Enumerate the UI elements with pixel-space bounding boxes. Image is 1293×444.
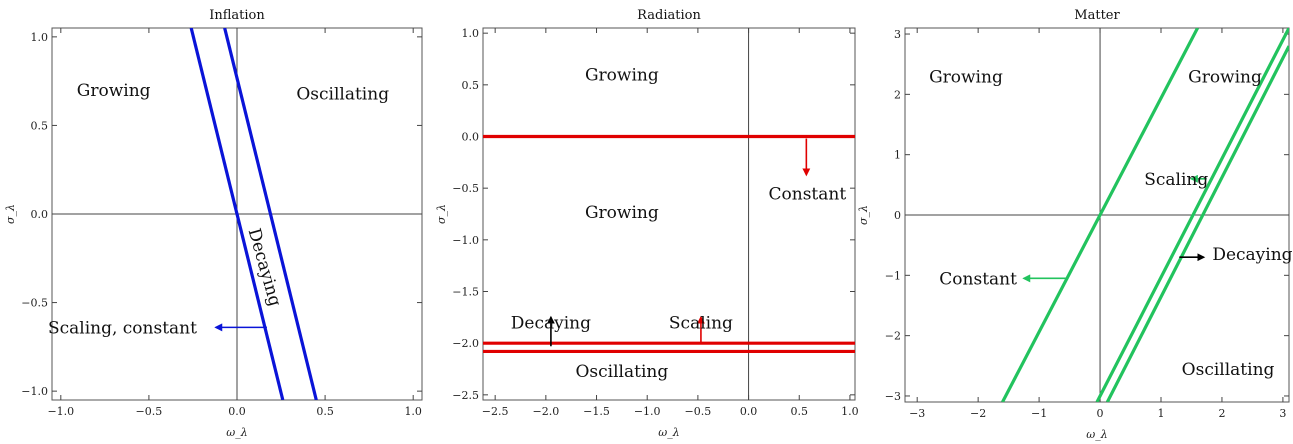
plot-frame: [482, 27, 856, 401]
region-label: Constant: [769, 184, 847, 204]
y-tick-label: 2: [894, 88, 901, 101]
y-tick-label: 0: [894, 209, 901, 222]
x-axis-label: ω_λ: [658, 426, 679, 439]
y-tick-label: 0.5: [462, 79, 480, 92]
region-label: Growing: [1188, 67, 1262, 87]
region-label: Decaying: [511, 314, 591, 334]
x-tick-label: 1.0: [404, 405, 422, 418]
chart-title: Inflation: [209, 8, 265, 23]
y-tick-label: −1.0: [21, 385, 48, 398]
x-tick-label: 0: [1097, 407, 1104, 420]
x-tick-label: −3: [909, 407, 925, 420]
region-label: Oscillating: [1182, 360, 1275, 380]
region-label: Growing: [585, 203, 659, 223]
x-tick-label: −2.0: [532, 405, 559, 418]
chart-title: Radiation: [637, 8, 701, 23]
y-tick-label: 3: [894, 28, 901, 41]
y-axis-label: σ_λ: [4, 204, 17, 224]
y-tick-label: −2.0: [452, 337, 479, 350]
x-tick-label: −1.0: [47, 405, 74, 418]
series-line-2: [223, 28, 318, 400]
x-axis-label: ω_λ: [226, 426, 247, 439]
x-tick-label: −2.5: [482, 405, 509, 418]
y-tick-label: −2: [885, 330, 901, 343]
region-label: Constant: [939, 269, 1017, 289]
y-tick-label: 0.0: [31, 208, 49, 221]
x-tick-label: 1.0: [841, 405, 859, 418]
series-line-3: [1105, 45, 1289, 402]
x-tick-label: 0.0: [228, 405, 246, 418]
series-line-1: [189, 28, 285, 400]
x-tick-label: −2: [970, 407, 986, 420]
region-label: Decaying: [1212, 245, 1292, 265]
region-label: Oscillating: [296, 85, 389, 105]
x-axis-label: ω_λ: [1086, 428, 1107, 441]
series-group: [483, 134, 855, 354]
y-tick-label: −1.5: [452, 286, 479, 299]
y-tick-label: 0.5: [31, 119, 49, 132]
x-tick-label: −1.5: [583, 405, 610, 418]
region-label: Scaling: [669, 314, 733, 334]
y-tick-label: −0.5: [452, 182, 479, 195]
y-tick-label: −1.0: [452, 234, 479, 247]
y-tick-label: 1.0: [462, 27, 480, 40]
region-label: Growing: [77, 81, 151, 101]
x-tick-label: 0.5: [316, 405, 334, 418]
y-tick-label: 1: [894, 149, 901, 162]
region-label: Oscillating: [575, 362, 668, 382]
x-tick-label: −1: [1031, 407, 1047, 420]
chart-title: Matter: [1074, 8, 1120, 23]
y-tick-label: −1: [885, 269, 901, 282]
series-line-1: [1001, 28, 1199, 402]
region-label: Growing: [929, 67, 1003, 87]
x-tick-label: 3: [1279, 407, 1286, 420]
y-axis-label: σ_λ: [857, 205, 870, 225]
x-tick-label: −0.5: [685, 405, 712, 418]
chart-panel-2: −2.5 −2.0 −1.5 −1.0 −0.5 0.0 0.5 1.0 −2.5 −2.0 −1.…: [435, 8, 859, 439]
series-group: [189, 28, 318, 400]
y-tick-label: 0.0: [462, 131, 480, 144]
region-label: Scaling, constant: [48, 318, 197, 338]
chart-panel-1: −1.0 −0.5 0.0 0.5 1.0 −1.0 −0.5 0.0 0.5 1.0 Inflat…: [4, 8, 423, 439]
y-tick-label: −0.5: [21, 297, 48, 310]
y-tick-label: 1.0: [31, 31, 49, 44]
series-group: [1001, 28, 1289, 402]
x-tick-label: 0.5: [791, 405, 809, 418]
series-line-2: [1095, 28, 1289, 402]
region-label: Growing: [585, 66, 659, 86]
x-tick-label: −0.5: [136, 405, 163, 418]
x-tick-label: 2: [1218, 407, 1225, 420]
chart-panel-3: −3 −2 −1 0 1 2 3 −3 −2 −1 0 1 2 3 Matter ω_λ σ_λ Growing G…: [857, 8, 1293, 441]
y-tick-label: −2.5: [452, 389, 479, 402]
x-tick-label: 1: [1158, 407, 1165, 420]
x-tick-label: 0.0: [740, 405, 758, 418]
y-axis-label: σ_λ: [435, 204, 448, 224]
x-tick-label: −1.0: [634, 405, 661, 418]
region-label: Scaling: [1144, 170, 1208, 190]
y-tick-label: −3: [885, 390, 901, 403]
